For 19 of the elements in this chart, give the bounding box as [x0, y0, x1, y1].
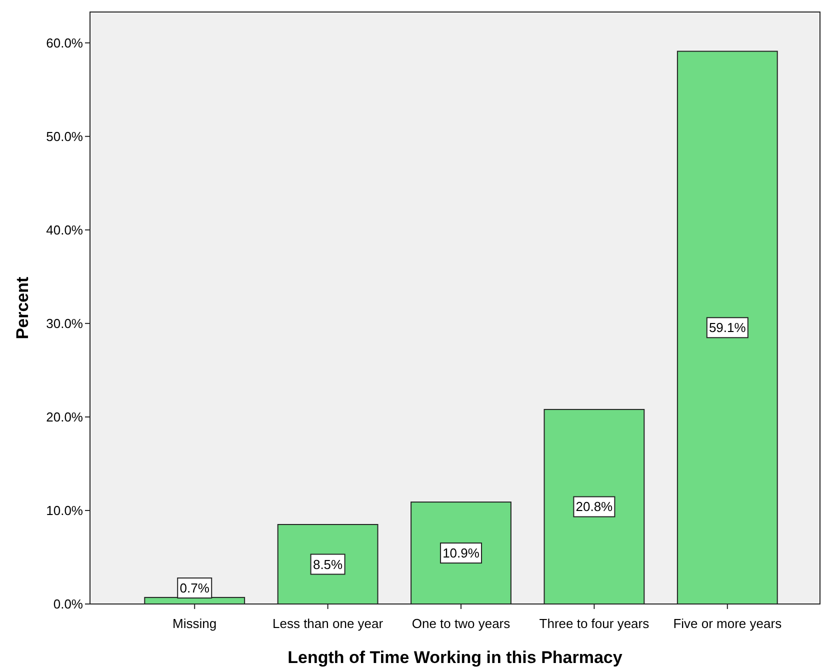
- y-axis-title: Percent: [13, 276, 32, 340]
- x-tick-label: Missing: [172, 616, 217, 631]
- data-label: 20.8%: [576, 499, 614, 514]
- x-tick-label: Five or more years: [673, 616, 782, 631]
- y-tick-label: 50.0%: [46, 128, 84, 144]
- y-tick-label: 30.0%: [46, 316, 84, 331]
- y-tick-label: 40.0%: [46, 222, 84, 238]
- x-tick-label: Less than one year: [272, 616, 384, 631]
- data-label: 59.1%: [708, 320, 746, 336]
- y-tick-label: 0.0%: [53, 596, 84, 612]
- x-tick-label: Three to four years: [539, 616, 650, 631]
- y-tick-label: 20.0%: [46, 409, 84, 424]
- y-tick-label: 60.0%: [46, 35, 84, 50]
- x-axis-title: Length of Time Working in this Pharmacy: [288, 648, 623, 667]
- data-label: 10.9%: [442, 546, 480, 561]
- data-label: 8.5%: [312, 556, 344, 572]
- x-tick-label: One to two years: [412, 616, 511, 631]
- data-label: 0.7%: [180, 580, 210, 596]
- y-tick-label: 10.0%: [46, 502, 84, 518]
